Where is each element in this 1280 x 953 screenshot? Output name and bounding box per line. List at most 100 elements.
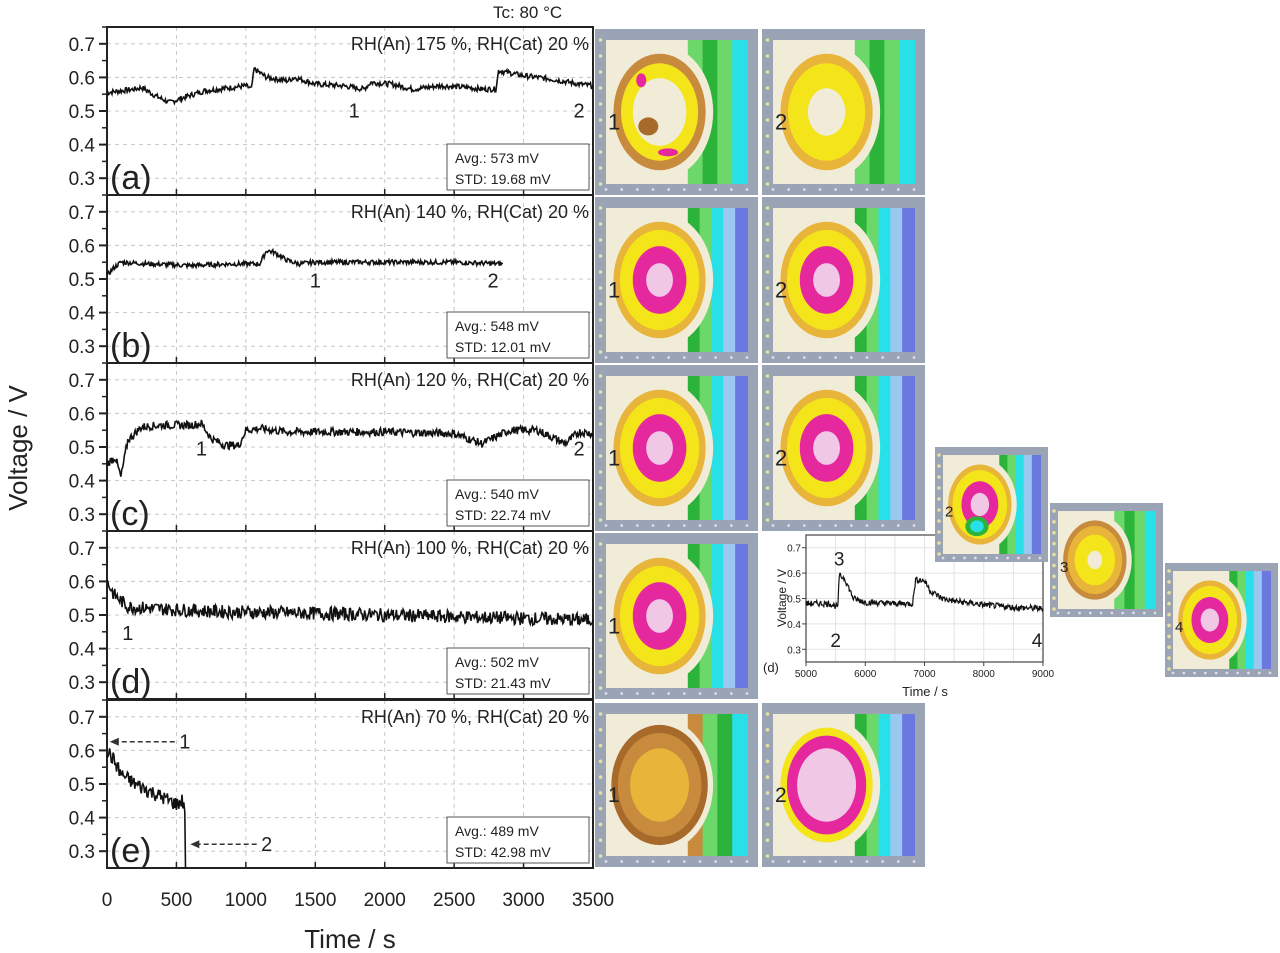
panel-letter: (e) [110,832,152,870]
frame-dot [765,775,770,779]
frame-dot [1142,611,1146,615]
frame-dot [765,712,770,716]
panel-condition-title: RH(An) 140 %, RH(Cat) 20 % [351,202,589,222]
frame-dot [771,860,775,863]
heatmap-band [717,714,734,856]
frame-dot [1167,612,1171,617]
frame-dot [1017,556,1020,560]
frame-dot [598,518,603,522]
frame-dot [598,102,603,106]
frame-dot [818,356,822,359]
inset-x-tick-label: 7000 [913,669,936,680]
frame-dot [729,356,733,359]
heatmap-band [732,714,748,856]
heatmap-tile-4: 2 [762,197,925,363]
heatmap-label: 1 [608,613,620,638]
heatmap-contour [797,748,857,822]
frame-dot [598,302,603,306]
frame-dot [745,356,749,359]
frame-dot [849,860,853,863]
frame-dot [620,188,624,191]
stats-average: Avg.: 573 mV [455,150,539,166]
panel-condition-title: RH(An) 70 %, RH(Cat) 20 % [361,707,589,727]
y-tick-label: 0.3 [69,505,95,526]
frame-dot [745,188,749,191]
heatmap-band [1144,511,1156,609]
frame-dot [1067,611,1071,615]
heatmap-band [890,376,904,520]
frame-dot [765,438,770,442]
heatmap-contour [646,431,673,465]
frame-dot [765,486,770,490]
frame-dot [598,791,603,795]
frame-dot [598,727,603,732]
frame-dot [1167,656,1171,660]
frame-dot [834,356,838,359]
heatmap-band [878,376,892,520]
heatmap-label: 1 [608,784,620,807]
heatmap-band [1031,455,1041,554]
frame-dot [787,524,791,527]
x-tick-label: 3500 [572,890,614,911]
heatmap-tile-1: 1 [595,29,758,195]
y-tick-label: 0.6 [69,68,95,89]
frame-dot [598,454,603,458]
x-tick-label: 2500 [433,890,475,911]
frame-dot [896,524,900,527]
frame-dot [1167,667,1171,671]
frame-dot [635,356,639,359]
panel-d: 0.3 0.4 0.5 0.6 0.7 RH(An) 100 %, RH(Cat) 20 … [69,530,594,701]
stats-average: Avg.: 502 mV [455,654,539,670]
frame-dot [1052,563,1056,568]
y-tick-label: 0.6 [69,741,95,762]
panel-condition-title: RH(An) 175 %, RH(Cat) 20 % [351,34,589,54]
frame-dot [1052,552,1056,557]
frame-dot [937,453,941,457]
frame-dot [984,556,988,560]
heatmap-tile-3: 1 [595,197,758,363]
frame-dot [698,524,702,527]
frame-dot [598,438,603,442]
frame-dot [765,254,770,258]
y-tick-label: 0.4 [69,809,96,830]
frame-dot [620,860,624,863]
inset-panel-letter: (d) [763,660,779,675]
heatmap-label: 2 [775,277,787,302]
frame-dot [598,54,603,58]
frame-dot [912,524,916,527]
stats-box [446,311,590,359]
frame-dot [651,188,655,191]
heatmap-contour [970,492,990,517]
frame-dot [598,622,603,626]
frame-dot [635,692,639,695]
heatmap-contour [813,263,840,297]
frame-dot [635,524,639,527]
frame-dot [1132,611,1135,615]
inset-y-tick-label: 0.7 [787,544,801,555]
heatmap-band [1261,571,1271,669]
frame-dot [765,350,770,354]
frame-dot [765,270,770,274]
frame-dot [598,574,603,578]
frame-dot [598,254,603,258]
frame-dot [765,302,770,306]
frame-dot [995,556,999,560]
heatmap-label: 2 [945,503,953,520]
frame-dot [912,188,916,191]
heatmap-contour [658,148,679,157]
frame-dot [604,188,608,191]
panel-e: 0.3 0.4 0.5 0.6 0.7 RH(An) 70 %, RH(Cat) 20 %… [69,699,594,870]
frame-dot [1225,671,1229,675]
frame-dot [765,86,770,90]
point-marker-1: 1 [349,101,360,123]
frame-dot [598,822,603,827]
frame-dot [765,838,770,843]
y-tick-label: 0.4 [69,472,96,493]
frame-dot [765,791,770,795]
heatmap-contour [970,520,984,533]
frame-dot [1171,671,1175,675]
frame-dot [937,530,941,534]
frame-dot [682,356,686,359]
point-marker-1: 1 [196,438,207,460]
frame-dot [598,270,603,274]
